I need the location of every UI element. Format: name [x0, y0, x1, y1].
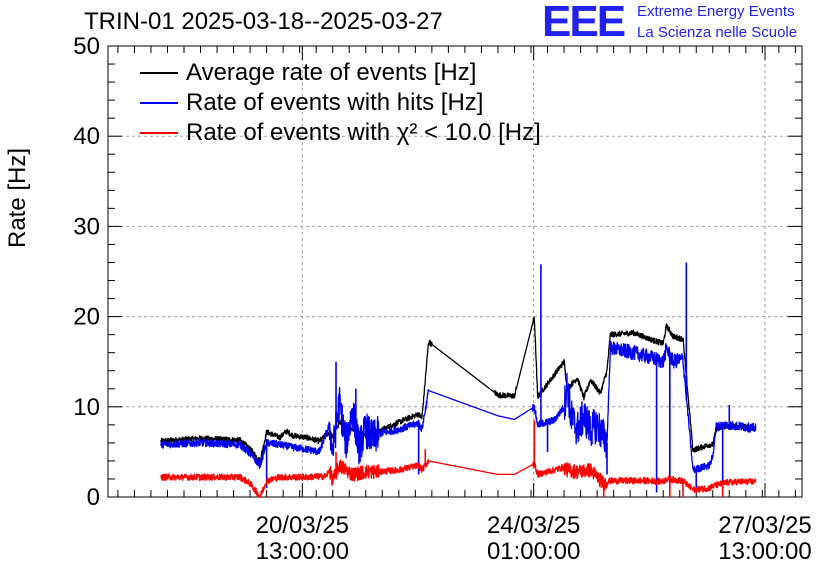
- y-tick-label: 40: [73, 123, 100, 150]
- legend-entry-hits: Rate of events with hits [Hz]: [140, 88, 541, 118]
- x-tick-label-time: 13:00:00: [256, 538, 349, 565]
- series-line-2: [160, 459, 757, 498]
- legend-entry-average: Average rate of events [Hz]: [140, 58, 541, 88]
- x-tick-label-time: 01:00:00: [487, 538, 580, 565]
- x-tick-label-date: 20/03/25: [256, 512, 349, 539]
- series-line-1: [160, 340, 757, 474]
- eee-logo: EEE: [542, 0, 626, 46]
- legend: Average rate of events [Hz] Rate of even…: [140, 58, 541, 148]
- legend-swatch-chi2: [140, 132, 178, 134]
- y-tick-label: 30: [73, 213, 100, 240]
- legend-swatch-average: [140, 72, 178, 74]
- y-tick-label: 0: [87, 484, 100, 511]
- legend-entry-chi2: Rate of events with χ² < 10.0 [Hz]: [140, 118, 541, 148]
- x-tick-label-date: 27/03/25: [718, 512, 811, 539]
- y-tick-label: 20: [73, 304, 100, 331]
- legend-label-average: Average rate of events [Hz]: [186, 59, 477, 86]
- y-axis-label: Rate [Hz]: [4, 147, 31, 249]
- plot-frame: [107, 45, 803, 498]
- legend-label-chi2: Rate of events with χ² < 10.0 [Hz]: [186, 119, 541, 146]
- y-tick-label: 50: [73, 33, 100, 60]
- logo-caption-line2: La Scienza nelle Scuole: [637, 24, 798, 41]
- x-tick-label-time: 13:00:00: [718, 538, 811, 565]
- series-line-0: [160, 316, 757, 464]
- x-tick-label-date: 24/03/25: [487, 512, 580, 539]
- legend-label-hits: Rate of events with hits [Hz]: [186, 89, 484, 116]
- chart-title: TRIN-01 2025-03-18--2025-03-27: [84, 8, 443, 35]
- legend-swatch-hits: [140, 102, 178, 104]
- y-tick-label: 10: [73, 394, 100, 421]
- logo-caption-line1: Extreme Energy Events: [637, 3, 795, 20]
